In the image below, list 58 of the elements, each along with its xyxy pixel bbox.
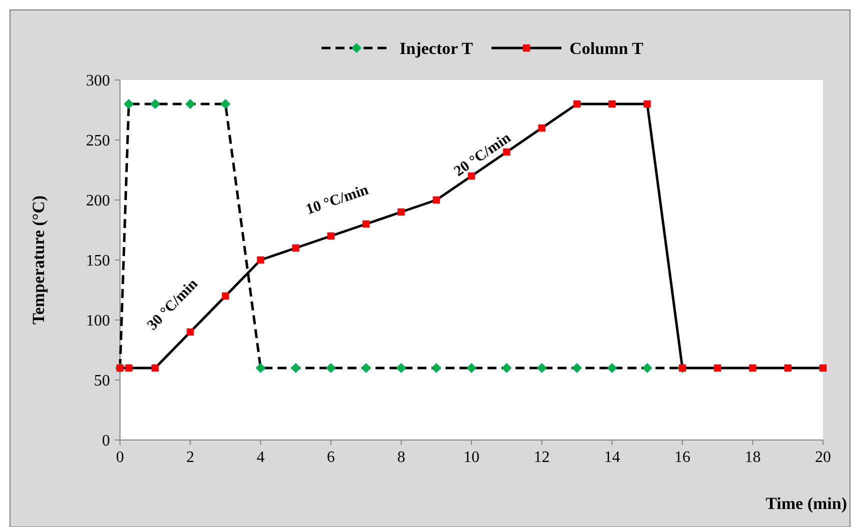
x-tick-label: 10 — [464, 449, 480, 466]
point — [784, 364, 792, 372]
x-tick-label: 0 — [116, 449, 124, 466]
x-tick-label: 14 — [604, 449, 620, 466]
point — [607, 363, 618, 373]
point — [256, 256, 264, 264]
y-tick-label: 250 — [86, 132, 110, 150]
point — [538, 124, 546, 132]
legend-label: Injector T — [400, 38, 474, 58]
point — [572, 363, 582, 373]
point — [361, 363, 372, 373]
x-tick-label: 4 — [256, 449, 265, 466]
y-tick-label: 200 — [86, 192, 110, 210]
y-tick-label: 100 — [86, 312, 110, 330]
x-tick-label: 2 — [186, 449, 194, 466]
point — [642, 363, 652, 373]
y-tick-label: 50 — [94, 372, 110, 390]
point — [152, 364, 159, 372]
point — [220, 99, 230, 109]
point — [431, 363, 442, 373]
legend-label: Column T — [570, 38, 644, 58]
point — [185, 99, 196, 109]
point — [290, 363, 301, 373]
point — [398, 208, 405, 216]
point — [256, 363, 266, 373]
point — [819, 364, 827, 372]
point — [362, 220, 370, 228]
point — [432, 196, 440, 204]
point — [222, 292, 230, 300]
point — [502, 363, 512, 373]
y-tick-label: 0 — [102, 432, 110, 450]
point — [150, 99, 160, 109]
point — [749, 364, 756, 372]
x-tick-label: 20 — [815, 449, 831, 466]
x-axis-title: Time (min) — [766, 494, 847, 513]
point — [644, 100, 651, 108]
x-tick-label: 18 — [744, 449, 761, 466]
point — [327, 232, 335, 240]
point — [124, 99, 134, 109]
y-axis-title: Temperature (°C) — [29, 195, 48, 325]
annotation: 10 °C/min — [304, 182, 372, 218]
y-tick-label: 150 — [86, 252, 110, 270]
x-tick-label: 12 — [534, 449, 550, 466]
point — [608, 100, 616, 108]
point — [536, 363, 547, 373]
x-tick-label: 16 — [674, 449, 690, 466]
point — [714, 364, 722, 372]
y-tick-label: 300 — [86, 72, 110, 90]
point — [186, 328, 194, 336]
point — [292, 244, 300, 252]
annotation: 20 °C/min — [451, 130, 514, 180]
x-tick-label: 6 — [326, 449, 335, 466]
point — [396, 363, 406, 373]
point — [326, 363, 336, 373]
x-tick-label: 8 — [397, 449, 406, 466]
point — [125, 364, 132, 372]
point — [573, 100, 581, 108]
point — [466, 363, 476, 373]
